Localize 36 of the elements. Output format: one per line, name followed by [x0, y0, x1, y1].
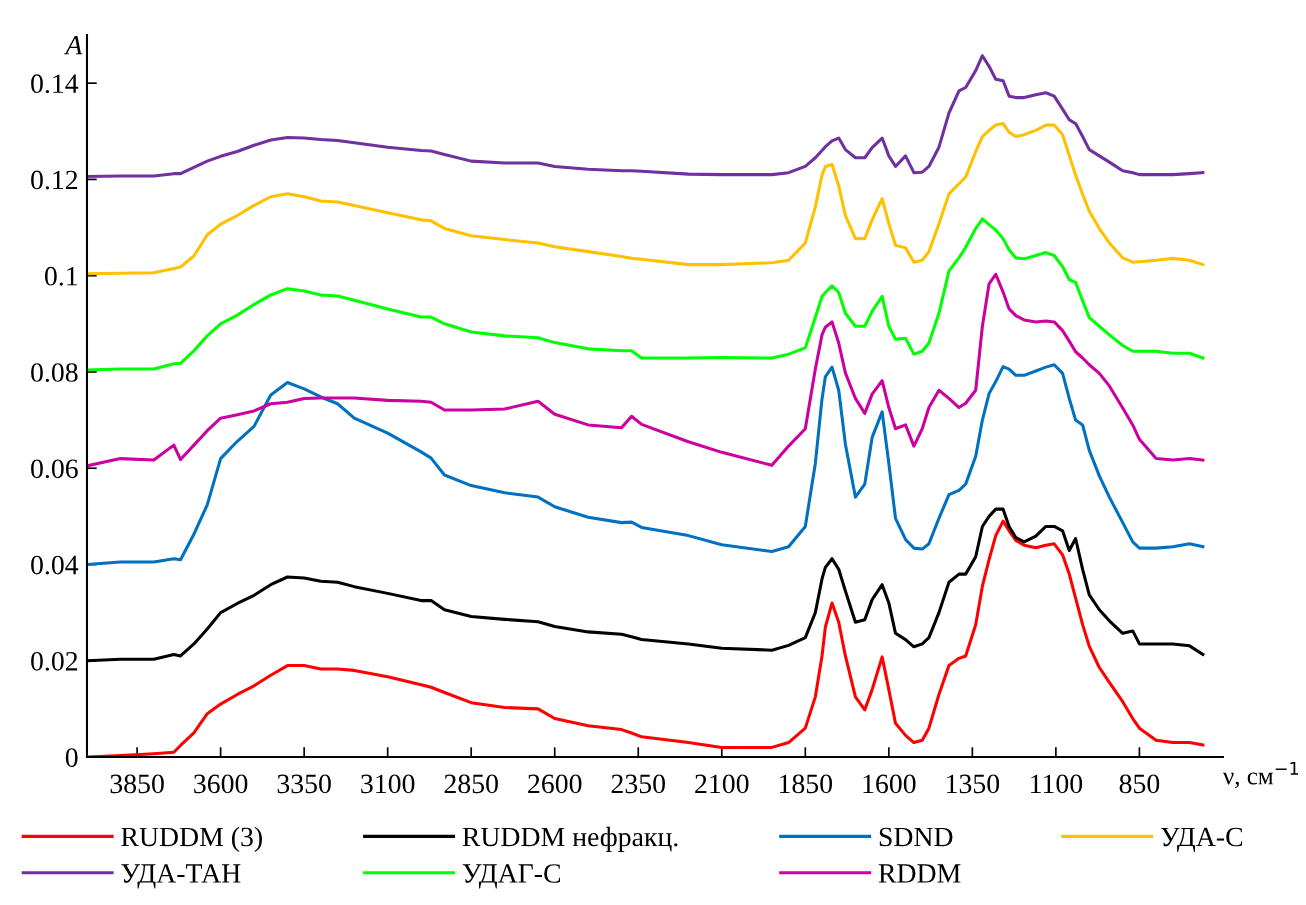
line-series [86, 363, 1205, 567]
x-tick-label: 850 [1119, 774, 1160, 794]
y-tick-label: 0.06 [31, 459, 78, 479]
y-tick-label: 0.08 [31, 363, 78, 382]
x-tick-label: 1350 [947, 774, 1000, 794]
x-tick-label: 3100 [361, 774, 415, 794]
line-series [86, 217, 1205, 372]
x-tick-label: 2100 [695, 774, 749, 794]
y-tick-label: 0.14 [31, 74, 79, 94]
x-tick-label: 1100 [1031, 774, 1083, 794]
legend-label: УДА-ТАН [121, 864, 241, 889]
legend-label: RUDDM (3) [121, 826, 262, 852]
legend-label: RDDM [878, 864, 961, 883]
line-series [86, 519, 1205, 758]
line-series [86, 122, 1205, 276]
y-tick-label: 0.02 [31, 651, 78, 671]
legend-label: SDND [879, 827, 953, 847]
y-tick-label: 0.04 [31, 555, 79, 575]
x-axis-title: ν, см$^{−1}$ [1223, 761, 1299, 789]
line-series [86, 272, 1205, 468]
x-tick-label: 1600 [863, 774, 916, 794]
x-tick-label: 2600 [528, 774, 582, 794]
y-tick-label: 0.12 [31, 170, 78, 190]
x-tick-label: 2350 [611, 774, 665, 794]
legend-label: RUDDM нефракц. [462, 826, 678, 852]
x-tick-label: 3600 [194, 774, 248, 794]
legend-label: УДА-С [1160, 827, 1243, 852]
line-series [86, 54, 1205, 179]
x-tick-label: 3350 [277, 774, 331, 794]
y-axis-title: A [63, 35, 83, 55]
x-tick-label: 1850 [779, 774, 833, 794]
legend-label: УДАГ-С [462, 864, 561, 889]
x-tick-label: 3850 [110, 774, 164, 794]
x-tick-label: 2850 [444, 774, 498, 794]
y-tick-label: 0.1 [44, 266, 77, 286]
y-tick-label: 0 [65, 748, 78, 767]
